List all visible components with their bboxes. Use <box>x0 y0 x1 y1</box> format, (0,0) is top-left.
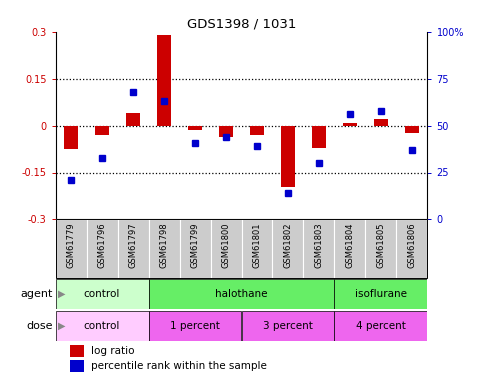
Bar <box>71 345 84 357</box>
Bar <box>56 279 149 309</box>
Bar <box>334 279 427 309</box>
Bar <box>374 119 388 126</box>
Bar <box>334 310 427 341</box>
Text: ▶: ▶ <box>58 289 66 299</box>
Bar <box>343 123 357 126</box>
Text: ▶: ▶ <box>58 321 66 331</box>
Text: 3 percent: 3 percent <box>263 321 313 331</box>
Bar <box>405 126 419 134</box>
Bar <box>303 219 334 278</box>
Text: percentile rank within the sample: percentile rank within the sample <box>91 361 267 371</box>
Bar <box>149 310 242 341</box>
Bar <box>188 126 202 130</box>
Text: GSM61799: GSM61799 <box>190 222 199 268</box>
Bar <box>149 279 334 309</box>
Text: 4 percent: 4 percent <box>356 321 406 331</box>
Text: GSM61804: GSM61804 <box>345 222 355 268</box>
Text: GSM61802: GSM61802 <box>284 222 293 268</box>
Bar <box>250 126 264 135</box>
Bar <box>71 360 84 372</box>
Bar <box>281 126 295 187</box>
Bar <box>334 219 366 278</box>
Text: GSM61798: GSM61798 <box>159 222 169 268</box>
Title: GDS1398 / 1031: GDS1398 / 1031 <box>187 18 296 31</box>
Bar <box>117 219 149 278</box>
Text: GSM61779: GSM61779 <box>67 222 75 268</box>
Text: log ratio: log ratio <box>91 346 135 356</box>
Bar <box>242 310 334 341</box>
Text: halothane: halothane <box>215 289 268 299</box>
Text: GSM61806: GSM61806 <box>408 222 416 268</box>
Bar <box>157 35 171 126</box>
Text: GSM61796: GSM61796 <box>98 222 107 268</box>
Bar <box>242 219 272 278</box>
Bar <box>126 113 140 126</box>
Text: GSM61801: GSM61801 <box>253 222 261 268</box>
Bar <box>219 126 233 136</box>
Bar <box>211 219 242 278</box>
Text: GSM61805: GSM61805 <box>376 222 385 268</box>
Text: 1 percent: 1 percent <box>170 321 220 331</box>
Text: GSM61800: GSM61800 <box>222 222 230 268</box>
Text: GSM61797: GSM61797 <box>128 222 138 268</box>
Bar <box>56 310 149 341</box>
Bar <box>56 219 86 278</box>
Text: control: control <box>84 321 120 331</box>
Bar <box>95 126 109 135</box>
Bar <box>366 219 397 278</box>
Bar <box>272 219 303 278</box>
Bar <box>180 219 211 278</box>
Text: control: control <box>84 289 120 299</box>
Bar <box>312 126 326 147</box>
Bar <box>86 219 117 278</box>
Bar <box>149 219 180 278</box>
Bar <box>397 219 427 278</box>
Text: GSM61803: GSM61803 <box>314 222 324 268</box>
Text: isoflurane: isoflurane <box>355 289 407 299</box>
Text: dose: dose <box>27 321 53 331</box>
Bar <box>64 126 78 149</box>
Text: agent: agent <box>21 289 53 299</box>
